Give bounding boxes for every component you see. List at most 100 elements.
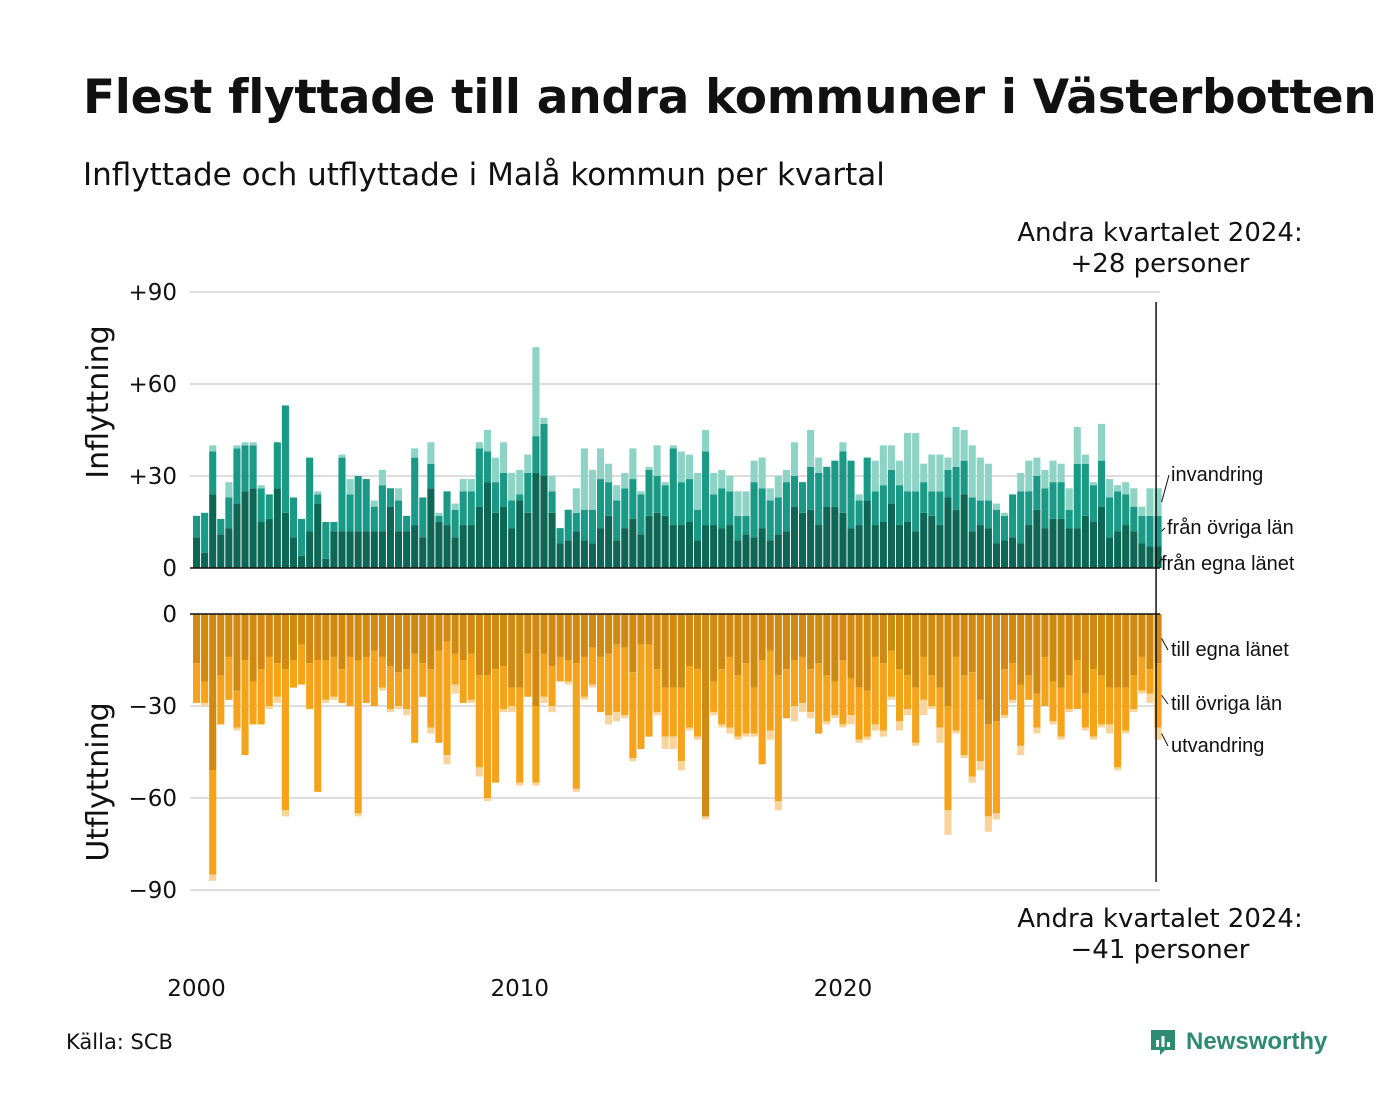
bar-inflow-invandring [653,445,661,476]
bar-inflow-ovriga [257,488,265,522]
bar-outflow-ovriga [411,653,419,743]
bar-inflow-ovriga [855,500,863,526]
bar-inflow-egna [314,503,322,568]
bar-inflow-egna [1089,522,1097,568]
bar-outflow-egna [1114,614,1122,688]
bar-outflow-utvandring [475,767,483,777]
bar-inflow-invandring [548,476,556,492]
bar-inflow-ovriga [491,482,500,513]
bar-inflow-invandring [726,476,734,492]
bar-inflow-invandring [1154,488,1162,516]
bar-outflow-egna [766,614,774,651]
bar-inflow-egna [524,512,532,568]
bar-inflow-ovriga [669,448,677,526]
bar-inflow-invandring [532,347,540,437]
bar-outflow-ovriga [1146,669,1154,694]
bar-inflow-ovriga [427,463,435,489]
bar-inflow-egna [435,522,443,568]
bar-outflow-egna [1097,614,1106,676]
bar-outflow-ovriga [1073,660,1081,710]
bar-outflow-egna [1130,614,1138,676]
bar-outflow-utvandring [960,755,968,759]
bar-inflow-egna [281,512,289,568]
bar-inflow-egna [936,525,944,568]
y-axis-title-outflow: Utflyttning [81,702,116,861]
bar-inflow-egna [556,543,564,568]
bar-inflow-ovriga [1009,494,1017,538]
bar-inflow-invandring [710,472,718,495]
bar-outflow-egna [677,614,685,688]
bar-outflow-ovriga [831,681,839,716]
bar-inflow-egna [887,503,895,568]
bar-outflow-ovriga [597,656,605,713]
bar-inflow-ovriga [1146,515,1154,547]
bar-outflow-ovriga [952,656,960,731]
bar-inflow-invandring [685,454,693,480]
bar-inflow-egna [823,506,831,568]
bar-inflow-invandring [1057,463,1065,483]
bar-outflow-egna [613,614,621,645]
bar-inflow-invandring [1001,512,1009,516]
bar-outflow-egna [386,614,395,667]
bar-outflow-ovriga [879,663,887,731]
bar-inflow-invandring [613,485,621,501]
bar-outflow-utvandring [467,699,475,703]
bar-inflow-invandring [936,454,944,492]
bar-outflow-egna [839,614,847,660]
bar-inflow-ovriga [960,460,968,495]
bar-outflow-egna [1146,614,1154,670]
bar-outflow-utvandring [588,684,597,688]
bar-outflow-utvandring [395,706,403,710]
y-tick-label: −30 [128,694,177,720]
bar-outflow-egna [807,614,815,670]
bar-outflow-ovriga [653,669,661,713]
bar-inflow-invandring [621,472,629,489]
bar-outflow-egna [790,614,799,660]
bar-inflow-ovriga [322,522,330,559]
bar-inflow-ovriga [710,494,718,526]
bar-outflow-ovriga [257,669,265,725]
bar-inflow-egna [532,472,540,568]
bar-outflow-utvandring [605,715,613,725]
bar-inflow-ovriga [1001,515,1009,541]
bar-inflow-egna [491,512,500,568]
bar-outflow-ovriga [895,669,904,722]
bar-inflow-ovriga [871,491,879,526]
bar-inflow-invandring [839,442,847,452]
bar-inflow-egna [677,525,685,568]
bar-inflow-egna [1033,509,1041,568]
bar-inflow-invandring [1114,485,1122,492]
bar-inflow-egna [661,515,669,568]
bar-outflow-egna [895,614,904,670]
bar-inflow-egna [645,515,653,568]
bar-outflow-egna [403,614,411,670]
bar-inflow-ovriga [944,469,952,498]
bar-inflow-egna [968,531,976,568]
bar-inflow-ovriga [807,466,815,510]
bar-inflow-ovriga [1089,485,1097,522]
bar-outflow-egna [475,614,483,676]
series-leader-line [1161,694,1169,705]
bar-outflow-utvandring [548,706,556,713]
bar-inflow-ovriga [1017,491,1025,544]
bar-outflow-ovriga [427,669,435,728]
bar-inflow-egna [1138,543,1146,568]
bar-outflow-utvandring [710,712,718,716]
bar-outflow-egna [831,614,839,682]
bar-outflow-egna [281,614,289,670]
bar-inflow-invandring [887,445,895,470]
bar-outflow-egna [193,614,201,664]
bar-inflow-ovriga [532,436,540,473]
bar-inflow-ovriga [645,469,653,516]
bar-inflow-egna [564,540,572,568]
bar-outflow-ovriga [613,644,621,713]
series-label: till övriga län [1171,693,1282,715]
bar-inflow-ovriga [1033,476,1041,510]
bar-inflow-ovriga [443,491,451,526]
bar-outflow-egna [338,614,346,670]
bar-inflow-invandring [976,457,984,501]
bar-inflow-ovriga [1114,491,1122,532]
bar-outflow-egna [637,614,645,645]
bar-outflow-egna [330,614,338,657]
bar-outflow-ovriga [920,656,928,700]
